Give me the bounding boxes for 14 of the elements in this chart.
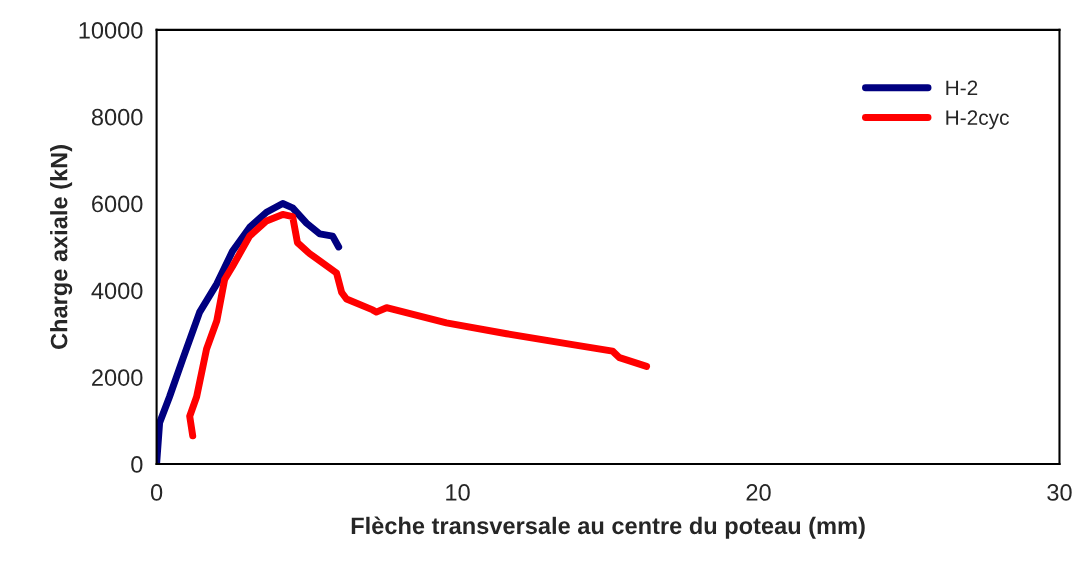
legend-label: H-2 xyxy=(946,80,978,95)
x-tick-label: 0 xyxy=(150,484,163,501)
y-tick-label: 2000 xyxy=(92,369,143,386)
y-tick-label: 6000 xyxy=(92,195,143,213)
x-tick-label: 20 xyxy=(746,484,771,501)
y-tick-label: 10000 xyxy=(79,21,143,39)
x-tick-label: 10 xyxy=(446,484,470,501)
y-tick-label: 4000 xyxy=(91,282,143,300)
y-tick-label: 8000 xyxy=(91,108,143,126)
legend-label: H-2cyc xyxy=(946,110,1009,130)
y-tick-label: 0 xyxy=(131,456,143,473)
y-axis-title: Charge axiale (kN) xyxy=(50,145,73,349)
x-tick-label: 30 xyxy=(1047,484,1072,501)
x-axis-title: Flèche transversale au centre du poteau (mm) xyxy=(351,516,865,539)
